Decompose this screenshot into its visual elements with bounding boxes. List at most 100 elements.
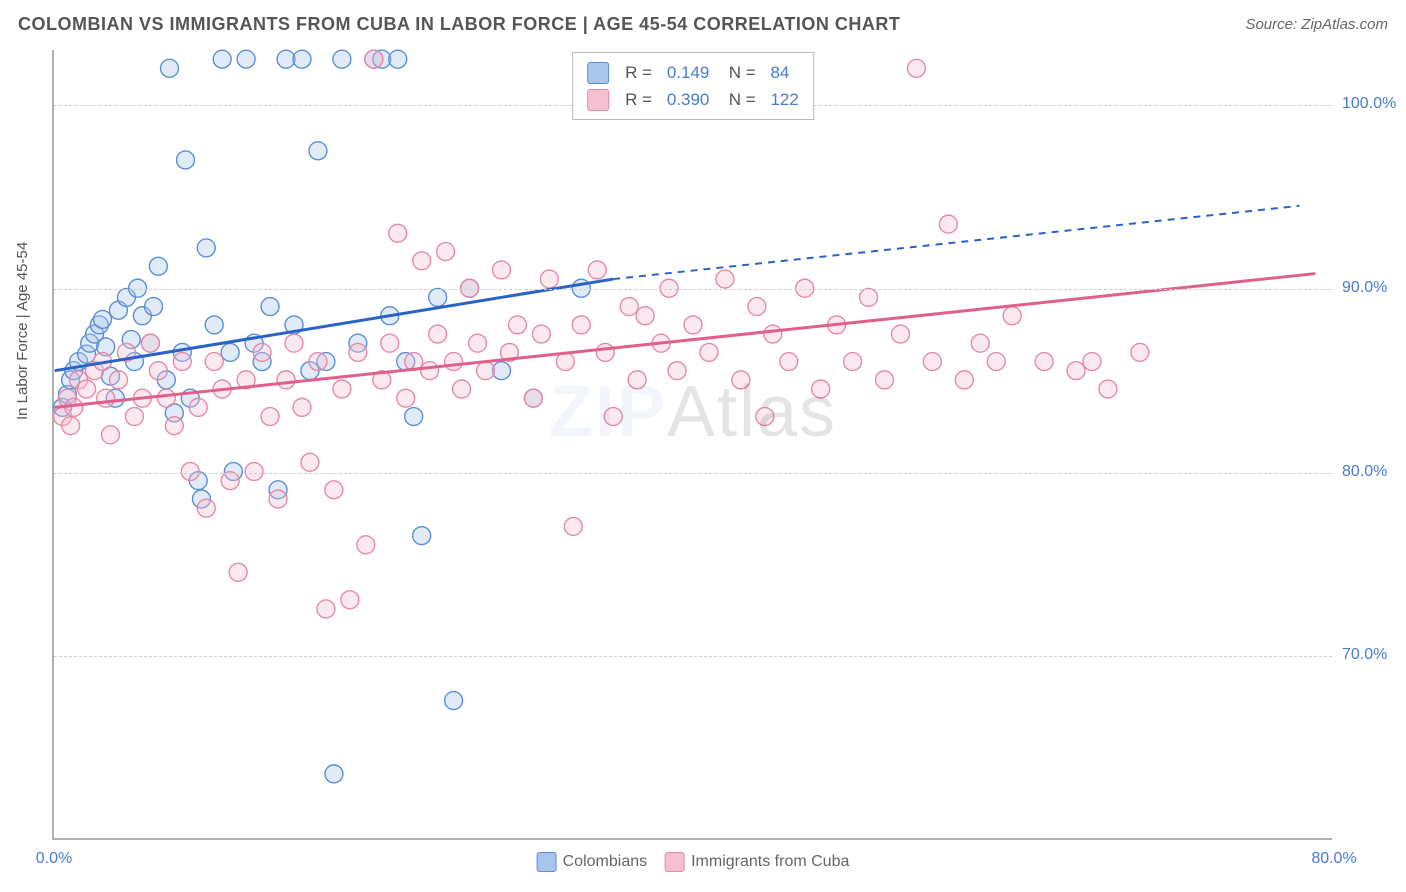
data-point-cuba [253, 343, 271, 361]
bottom-legend-label: Immigrants from Cuba [691, 853, 849, 870]
data-point-cuba [732, 371, 750, 389]
data-point-cuba [445, 353, 463, 371]
data-point-cuba [429, 325, 447, 343]
data-point-colombians [277, 50, 295, 68]
legend-swatch-colombians [587, 62, 609, 84]
data-point-cuba [109, 371, 127, 389]
data-point-cuba [764, 325, 782, 343]
data-point-cuba [876, 371, 894, 389]
data-point-cuba [748, 298, 766, 316]
data-point-colombians [429, 288, 447, 306]
gridline [54, 289, 1332, 290]
y-tick-label: 70.0% [1342, 646, 1402, 664]
data-point-cuba [221, 472, 239, 490]
x-tick-label: 0.0% [36, 850, 72, 868]
data-point-colombians [389, 50, 407, 68]
source-credit: Source: ZipAtlas.com [1245, 16, 1388, 33]
data-point-cuba [700, 343, 718, 361]
data-point-colombians [161, 59, 179, 77]
legend-n-label: N = [719, 86, 760, 113]
data-point-cuba [189, 398, 207, 416]
data-point-cuba [437, 243, 455, 261]
legend-n-value: 122 [770, 86, 798, 113]
data-point-cuba [269, 490, 287, 508]
data-point-cuba [604, 408, 622, 426]
data-point-cuba [229, 563, 247, 581]
data-point-cuba [349, 343, 367, 361]
data-point-colombians [413, 527, 431, 545]
data-point-cuba [1003, 307, 1021, 325]
data-point-cuba [102, 426, 120, 444]
data-point-cuba [245, 463, 263, 481]
data-point-cuba [285, 334, 303, 352]
data-point-colombians [405, 408, 423, 426]
data-point-cuba [173, 353, 191, 371]
data-point-cuba [293, 398, 311, 416]
data-point-cuba [333, 380, 351, 398]
trend-line-extrapolated-colombians [613, 206, 1299, 279]
data-point-cuba [157, 389, 175, 407]
legend-r-value: 0.390 [667, 86, 710, 113]
data-point-cuba [628, 371, 646, 389]
legend-r-label: R = [625, 59, 657, 86]
data-point-cuba [197, 499, 215, 517]
data-point-cuba [389, 224, 407, 242]
data-point-cuba [97, 389, 115, 407]
data-point-cuba [620, 298, 638, 316]
data-point-cuba [1083, 353, 1101, 371]
data-point-cuba [149, 362, 167, 380]
data-point-cuba [860, 288, 878, 306]
data-point-cuba [397, 389, 415, 407]
data-point-cuba [564, 517, 582, 535]
data-point-cuba [453, 380, 471, 398]
data-point-colombians [213, 50, 231, 68]
legend-n-label: N = [719, 59, 760, 86]
data-point-cuba [939, 215, 957, 233]
data-point-colombians [309, 142, 327, 160]
data-point-cuba [955, 371, 973, 389]
data-point-cuba [357, 536, 375, 554]
data-point-colombians [325, 765, 343, 783]
data-point-cuba [923, 353, 941, 371]
data-point-cuba [524, 389, 542, 407]
data-point-cuba [309, 353, 327, 371]
legend-swatch-cuba [587, 89, 609, 111]
legend-n-value: 84 [770, 59, 789, 86]
data-point-colombians [145, 298, 163, 316]
gridline [54, 473, 1332, 474]
data-point-cuba [421, 362, 439, 380]
y-tick-label: 90.0% [1342, 279, 1402, 297]
data-point-cuba [780, 353, 798, 371]
data-point-cuba [125, 408, 143, 426]
data-point-colombians [445, 692, 463, 710]
data-point-cuba [1131, 343, 1149, 361]
data-point-cuba [469, 334, 487, 352]
data-point-cuba [325, 481, 343, 499]
data-point-cuba [907, 59, 925, 77]
y-tick-label: 80.0% [1342, 463, 1402, 481]
data-point-colombians [197, 239, 215, 257]
data-point-colombians [293, 50, 311, 68]
data-point-colombians [205, 316, 223, 334]
page-title: COLOMBIAN VS IMMIGRANTS FROM CUBA IN LAB… [18, 14, 900, 35]
data-point-cuba [477, 362, 495, 380]
x-legend: ColombiansImmigrants from Cuba [537, 852, 850, 872]
data-point-cuba [596, 343, 614, 361]
data-point-cuba [891, 325, 909, 343]
y-tick-label: 100.0% [1342, 95, 1402, 113]
data-point-cuba [1099, 380, 1117, 398]
data-point-cuba [1035, 353, 1053, 371]
data-point-cuba [141, 334, 159, 352]
bottom-legend-item: Immigrants from Cuba [665, 852, 849, 872]
legend-row-cuba: R = 0.390 N = 122 [587, 86, 799, 113]
legend-swatch-icon [665, 852, 685, 872]
data-point-cuba [261, 408, 279, 426]
x-tick-label: 80.0% [1311, 850, 1356, 868]
data-point-cuba [381, 334, 399, 352]
scatter-plot-svg [54, 50, 1332, 838]
data-point-cuba [716, 270, 734, 288]
data-point-cuba [636, 307, 654, 325]
data-point-cuba [572, 316, 590, 334]
data-point-cuba [301, 453, 319, 471]
data-point-cuba [684, 316, 702, 334]
